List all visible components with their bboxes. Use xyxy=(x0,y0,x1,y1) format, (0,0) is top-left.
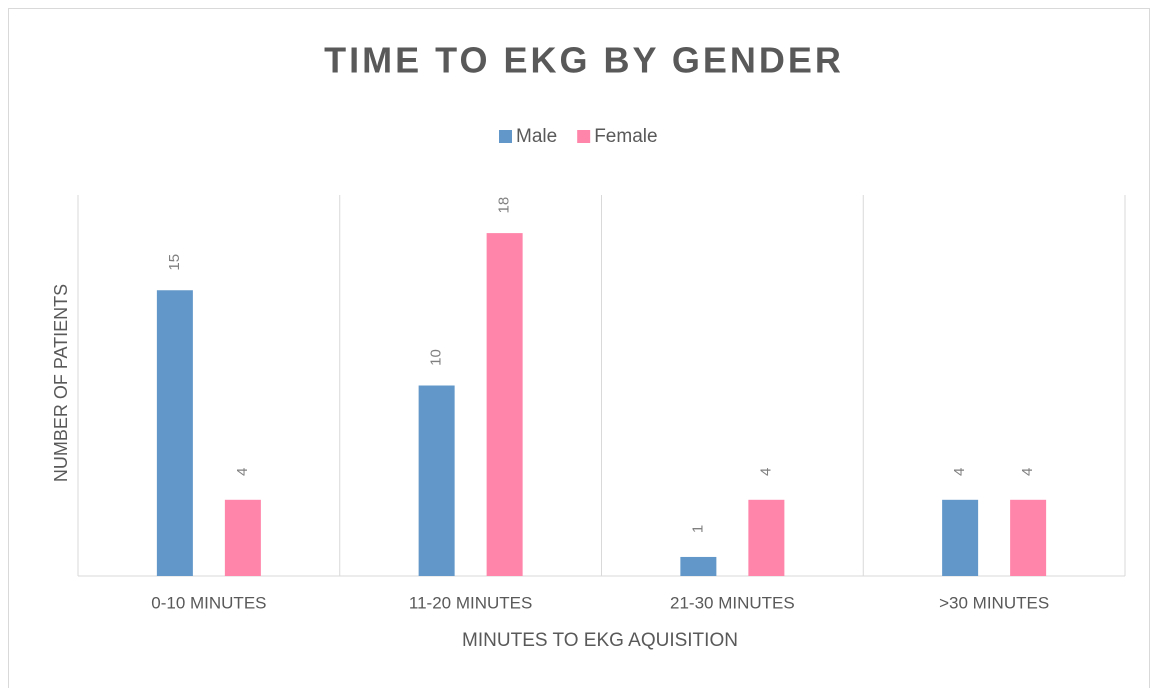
bar xyxy=(942,499,979,576)
x-tick-label: 0-10 MINUTES xyxy=(151,593,266,612)
chart-border xyxy=(8,8,1150,688)
bar xyxy=(224,499,261,576)
legend-swatch xyxy=(499,130,512,143)
bar xyxy=(748,499,785,576)
bar xyxy=(156,290,193,576)
data-label: 4 xyxy=(757,468,774,476)
data-label: 18 xyxy=(496,197,513,214)
data-label: 4 xyxy=(951,468,968,476)
bar xyxy=(486,233,523,576)
data-label: 4 xyxy=(234,468,251,476)
x-tick-label: 11-20 MINUTES xyxy=(409,593,532,612)
x-tick-label: 21-30 MINUTES xyxy=(670,593,795,612)
chart-title: TIME TO EKG BY GENDER xyxy=(324,40,844,81)
legend-label: Female xyxy=(594,126,657,147)
bar xyxy=(1010,499,1047,576)
bar xyxy=(418,385,455,576)
legend-swatch xyxy=(577,130,591,143)
data-label: 10 xyxy=(428,349,445,366)
legend-label: Male xyxy=(516,126,557,147)
data-label: 4 xyxy=(1019,468,1036,476)
data-label: 1 xyxy=(689,525,706,533)
bar xyxy=(680,556,717,576)
data-label: 15 xyxy=(166,254,183,271)
y-axis-title: NUMBER OF PATIENTS xyxy=(51,284,71,482)
x-axis-title: MINUTES TO EKG AQUISITION xyxy=(462,630,738,651)
x-tick-label: >30 MINUTES xyxy=(939,593,1049,612)
